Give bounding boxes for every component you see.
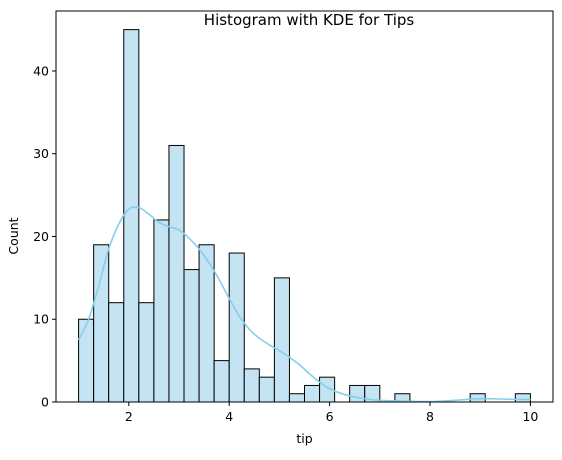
histogram-bar (93, 244, 110, 403)
histogram-bar (273, 277, 290, 403)
kde-layer (77, 206, 531, 403)
histogram-bar (349, 384, 366, 403)
histogram-bar (304, 384, 321, 403)
x-axis-label: tip (296, 431, 312, 446)
histogram-bar (288, 393, 305, 403)
y-axis-label: Count (6, 217, 21, 254)
histogram-bar (168, 144, 185, 403)
y-tick-label: 10 (33, 312, 49, 327)
histogram-bar (138, 302, 155, 403)
histogram-bar (258, 376, 275, 403)
histogram-bar (78, 318, 95, 403)
x-tick-label: 10 (522, 409, 538, 424)
histogram-bar (514, 393, 531, 403)
histogram-bar (153, 219, 170, 403)
kde-curve (77, 206, 531, 403)
chart-title: Histogram with KDE for Tips (204, 11, 415, 29)
histogram-bar (243, 368, 260, 403)
histogram-bar (213, 360, 230, 403)
y-tick-label: 20 (33, 229, 49, 244)
plot-frame (55, 10, 554, 403)
x-tick-label: 2 (125, 409, 133, 424)
histogram-bar (108, 302, 125, 403)
y-tick-label: 40 (33, 63, 49, 78)
x-axis-ticks: 2 4 6 8 10 (125, 402, 538, 424)
histogram-bar (123, 29, 140, 403)
histogram-bar (183, 269, 200, 403)
y-tick-label: 30 (33, 146, 49, 161)
y-axis-ticks: 0 10 20 30 40 (33, 63, 56, 410)
x-tick-label: 6 (326, 409, 334, 424)
histogram-bar (228, 252, 245, 403)
y-tick-label: 0 (41, 395, 49, 410)
x-tick-label: 4 (225, 409, 233, 424)
x-tick-label: 8 (426, 409, 434, 424)
